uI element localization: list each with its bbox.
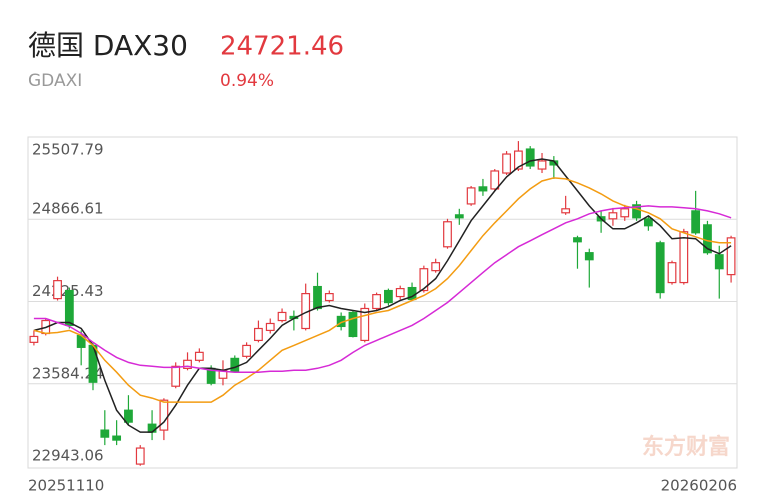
candle-body [466,187,476,205]
candle-body [431,262,441,272]
candle-body [64,289,74,327]
candle-body [53,280,62,300]
x-tick-label: 20251110 [28,477,104,495]
candle-body [277,311,287,322]
candle-body [726,237,736,276]
moving-average-line [33,177,732,403]
candle-body [513,150,523,170]
candle-body [348,311,358,338]
candle-body [324,293,334,302]
candle-body [490,170,500,190]
candle-body [159,399,169,431]
moving-average-line [33,205,732,373]
candle-body [372,294,381,310]
candle-body [573,237,582,243]
candle-body [667,262,677,284]
candle-body [643,218,653,227]
index-code: GDAXI [28,71,82,91]
watermark: 东方财富 [642,434,730,460]
candle-body [561,208,571,214]
index-name: 德国 DAX30 [28,29,188,62]
candle-body [620,208,630,218]
candle-body [584,252,594,261]
candle-body [183,359,192,369]
candle-body [443,221,452,248]
candle-body [384,289,393,304]
candle-body [135,447,145,465]
candle-body [171,365,181,387]
candle-body [655,242,665,294]
candle-body [525,148,535,167]
candle-body [360,307,370,342]
y-tick-label: 23584.24 [32,364,104,382]
candle-body [454,214,464,219]
candle-body [419,268,429,292]
plot-frame [27,136,738,469]
candle-body [230,357,240,372]
price: 24721.46 [220,32,344,62]
candle-body [194,351,204,361]
x-tick-label: 20260206 [661,477,737,495]
candle-body [265,322,275,332]
candle-body [100,429,110,438]
candle-body [537,160,547,170]
candle-body [29,335,39,343]
candle-body [691,210,701,234]
candle-body [478,186,488,192]
candle-body [395,287,405,298]
candle-body [679,231,689,284]
moving-average-line [33,158,732,433]
y-tick-label: 24866.61 [32,200,104,218]
candle-body [242,344,252,357]
y-tick-label: 22943.06 [32,447,104,465]
candle-body [714,254,724,270]
candle-body [124,409,133,423]
candle-body [313,285,322,310]
change: 0.94% [220,71,274,91]
candle-body [608,212,618,220]
candle-body [112,435,122,441]
candle-body [147,423,157,433]
y-tick-label: 25507.79 [32,141,104,159]
candle-body [632,204,641,219]
candle-body [502,153,511,174]
candle-body [254,327,263,342]
